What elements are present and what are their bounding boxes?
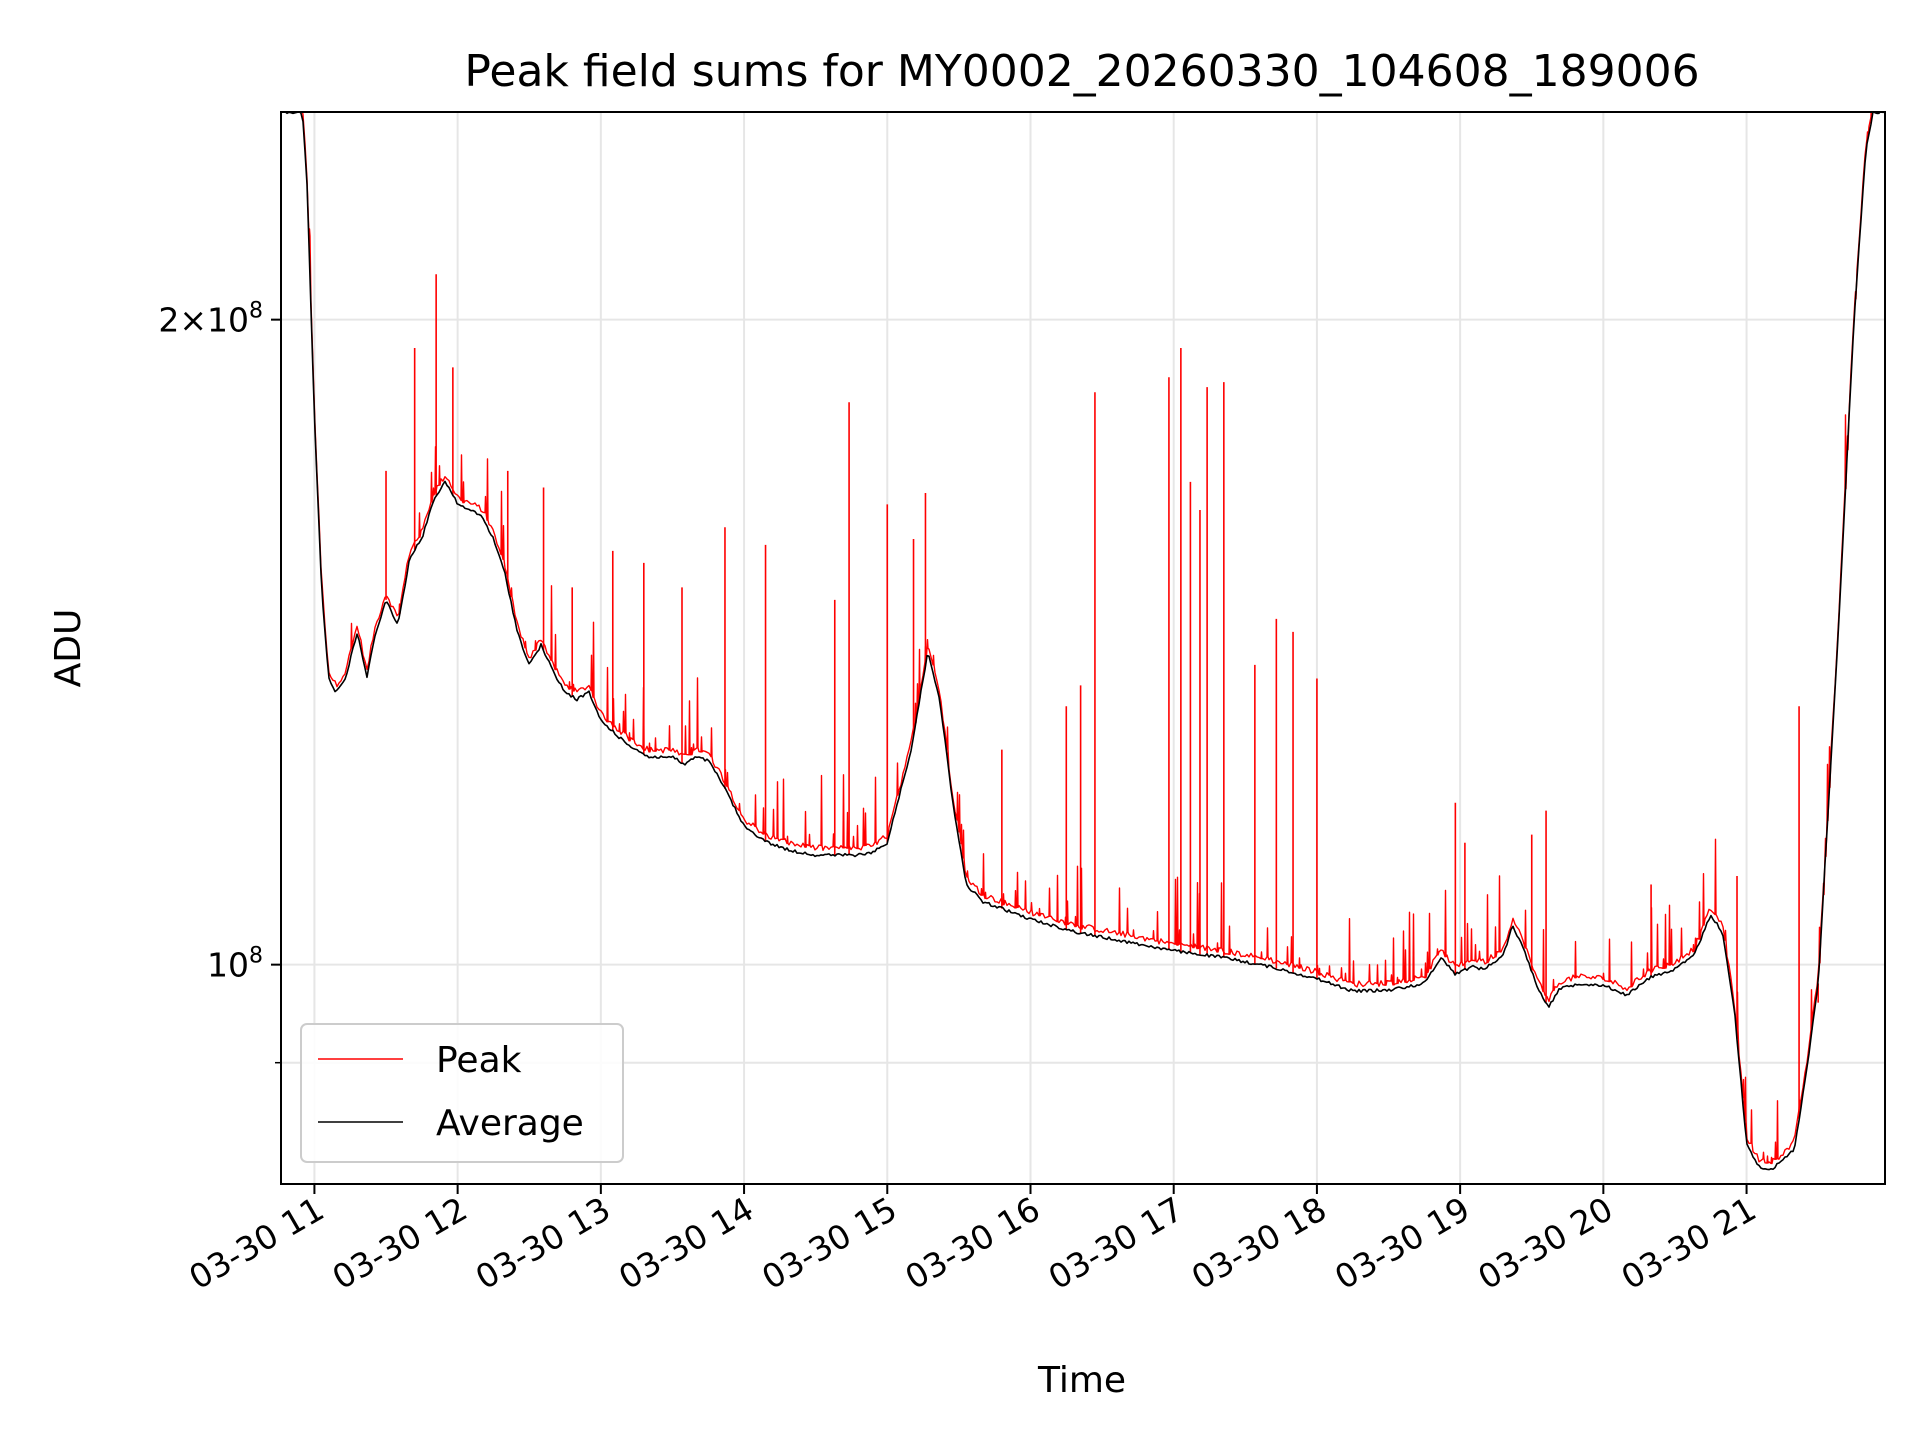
gridlines xyxy=(281,112,1885,1184)
average-series xyxy=(281,112,1885,1171)
y-tick-label: 2×108 xyxy=(158,299,263,340)
legend-peak-label: Peak xyxy=(436,1040,522,1081)
x-axis-label: Time xyxy=(1037,1360,1126,1401)
y-axis-label: ADU xyxy=(48,609,89,688)
legend-average-label: Average xyxy=(436,1103,584,1144)
average-line xyxy=(281,112,1885,1171)
plot-area xyxy=(281,112,1885,1171)
legend: Peak Average xyxy=(300,1023,624,1163)
peak-line xyxy=(301,112,1874,1165)
plot-frame xyxy=(280,111,1886,1185)
peak-series xyxy=(301,112,1874,1165)
chart-title: Peak field sums for MY0002_20260330_1046… xyxy=(464,46,1699,97)
